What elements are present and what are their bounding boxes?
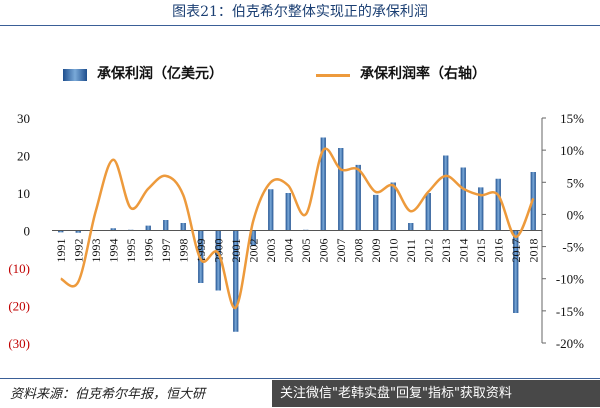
legend-bar-label: 承保利润（亿美元） bbox=[97, 66, 223, 82]
x-tick-label: 2011 bbox=[404, 239, 418, 263]
x-tick-label: 2005 bbox=[299, 239, 313, 263]
x-tick-label: 1993 bbox=[89, 239, 103, 263]
x-tick-label: 2004 bbox=[281, 239, 295, 263]
x-tick-label: 2013 bbox=[439, 239, 453, 263]
left-axis-tick-label: (10) bbox=[8, 261, 30, 276]
left-axis-tick-label: 0 bbox=[24, 224, 31, 239]
bar-1994 bbox=[110, 228, 116, 231]
bar-2016 bbox=[495, 178, 501, 231]
margin-line-series bbox=[60, 147, 535, 309]
bar-2002 bbox=[250, 230, 256, 246]
x-tick-label: 1999 bbox=[194, 239, 208, 263]
right-axis-tick-label: -10% bbox=[556, 272, 584, 287]
x-tick-label: 2008 bbox=[351, 239, 365, 263]
x-tick-label: 2001 bbox=[229, 239, 243, 263]
right-axis-tick-label: 15% bbox=[560, 111, 584, 126]
bar-1997 bbox=[163, 220, 169, 231]
right-axis-tick-label: -15% bbox=[556, 304, 584, 319]
right-axis-tick-label: 0% bbox=[567, 207, 585, 222]
bar-2007 bbox=[338, 148, 344, 231]
right-axis-tick-label: 10% bbox=[560, 143, 584, 158]
bar-1992 bbox=[75, 230, 81, 233]
x-tick-label: 2014 bbox=[456, 239, 470, 263]
bar-2015 bbox=[478, 187, 484, 231]
bar-2000 bbox=[215, 230, 221, 291]
x-tick-label: 1994 bbox=[106, 239, 120, 263]
chart-title: 图表21：伯克希尔整体实现正的承保利润 bbox=[172, 4, 428, 20]
x-tick-label: 1991 bbox=[54, 239, 68, 263]
x-tick-label: 2010 bbox=[386, 239, 400, 263]
x-tick-label: 1995 bbox=[124, 239, 138, 263]
x-tick-label: 1998 bbox=[176, 239, 190, 263]
bar-2017 bbox=[513, 230, 519, 313]
left-axis-tick-label: (30) bbox=[8, 336, 30, 351]
left-axis-tick-label: 20 bbox=[17, 149, 30, 164]
x-tick-label: 1996 bbox=[141, 239, 155, 263]
bar-2011 bbox=[408, 223, 414, 231]
x-tick-label: 2015 bbox=[474, 239, 488, 263]
left-axis-tick-label: (20) bbox=[8, 299, 30, 314]
bar-1991 bbox=[58, 230, 64, 233]
left-axis-tick-label: 30 bbox=[17, 111, 30, 126]
bar-2001 bbox=[233, 230, 239, 332]
bar-2010 bbox=[390, 182, 396, 231]
x-tick-label: 2016 bbox=[491, 239, 505, 263]
footer-divider bbox=[0, 378, 600, 408]
x-tick-label: 2006 bbox=[316, 239, 330, 263]
bar-2013 bbox=[443, 155, 449, 231]
right-axis-tick-label: 5% bbox=[567, 175, 585, 190]
bar-2003 bbox=[268, 189, 274, 231]
title-divider bbox=[0, 25, 600, 26]
watermark-banner: 关注微信"老韩实盘"回复"指标"获取资料 bbox=[272, 380, 600, 407]
legend-bar-swatch bbox=[63, 69, 87, 81]
x-tick-label: 1992 bbox=[71, 239, 85, 263]
left-axis-tick-label: 10 bbox=[17, 186, 30, 201]
x-tick-label: 2007 bbox=[334, 239, 348, 263]
source-note: 资料来源：伯克希尔年报，恒大研 bbox=[10, 387, 206, 402]
x-tick-label: 2012 bbox=[421, 239, 435, 263]
x-tick-label: 2009 bbox=[369, 239, 383, 263]
combo-chart: 3020100(10)(20)(30)15%10%5%0%-5%-10%-15%… bbox=[8, 111, 585, 351]
bar-1998 bbox=[180, 223, 186, 231]
bar-2004 bbox=[285, 193, 291, 231]
bar-2012 bbox=[425, 193, 431, 231]
x-tick-label: 1997 bbox=[159, 239, 173, 263]
x-tick-label: 2018 bbox=[526, 239, 540, 263]
right-axis-tick-label: -20% bbox=[556, 336, 584, 351]
x-tick-label: 2017 bbox=[509, 239, 523, 263]
x-tick-label: 2000 bbox=[211, 239, 225, 263]
bar-2009 bbox=[373, 194, 379, 231]
legend-line-label: 承保利润率（右轴） bbox=[360, 66, 486, 82]
legend-line-swatch bbox=[316, 74, 350, 77]
bar-2006 bbox=[320, 137, 326, 231]
bar-2014 bbox=[460, 167, 466, 231]
bar-1996 bbox=[145, 225, 151, 231]
bar-2008 bbox=[355, 164, 361, 231]
right-axis-tick-label: -5% bbox=[562, 240, 584, 255]
x-tick-label: 2003 bbox=[264, 239, 278, 263]
